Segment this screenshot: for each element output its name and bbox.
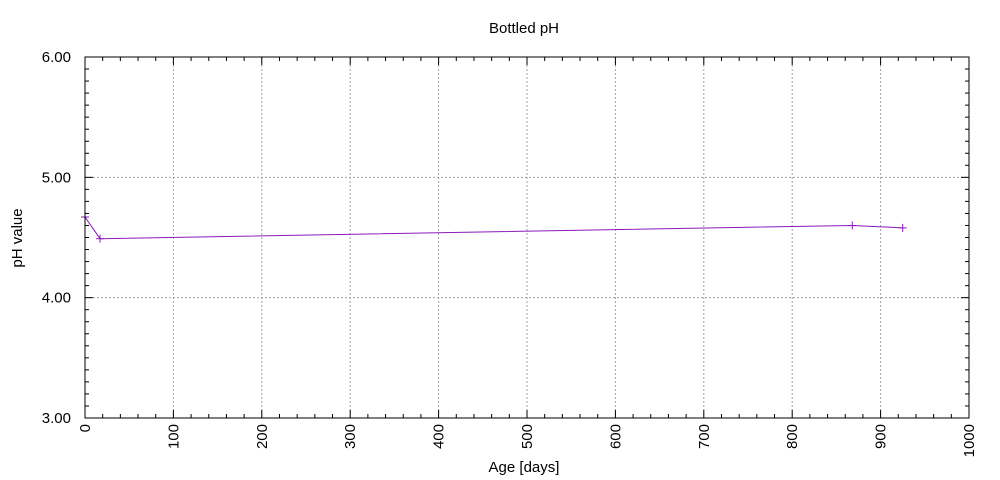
grid-layer: [85, 57, 969, 418]
x-tick-label: 600: [607, 424, 624, 449]
y-tick-label: 4.00: [42, 290, 71, 307]
data-point: [898, 223, 907, 232]
x-tick-label: 200: [254, 424, 271, 449]
data-point: [848, 221, 857, 230]
data-point: [96, 234, 105, 243]
y-axis-label: pH value: [9, 208, 26, 267]
y-tick-label: 3.00: [42, 410, 71, 427]
label-layer: 0 100 200 300 400 500 600 700 800 900 1000 3.00 4.00…: [42, 49, 978, 457]
x-tick-label: 100: [165, 424, 182, 449]
y-tick-label: 5.00: [42, 169, 71, 186]
x-tick-label: 0: [77, 424, 94, 432]
series-line: [84, 216, 903, 240]
x-tick-label: 900: [873, 424, 890, 449]
x-axis-label: Age [days]: [489, 459, 560, 476]
chart-title: Bottled pH: [489, 20, 559, 37]
x-tick-label: 400: [431, 424, 448, 449]
y-tick-label: 6.00: [42, 49, 71, 66]
series-layer: [81, 213, 907, 243]
x-tick-label: 1000: [961, 424, 978, 457]
x-tick-label: 700: [696, 424, 713, 449]
plot-frame: [84, 56, 970, 419]
x-tick-label: 300: [342, 424, 359, 449]
x-tick-label: 500: [519, 424, 536, 449]
x-tick-label: 800: [784, 424, 801, 449]
